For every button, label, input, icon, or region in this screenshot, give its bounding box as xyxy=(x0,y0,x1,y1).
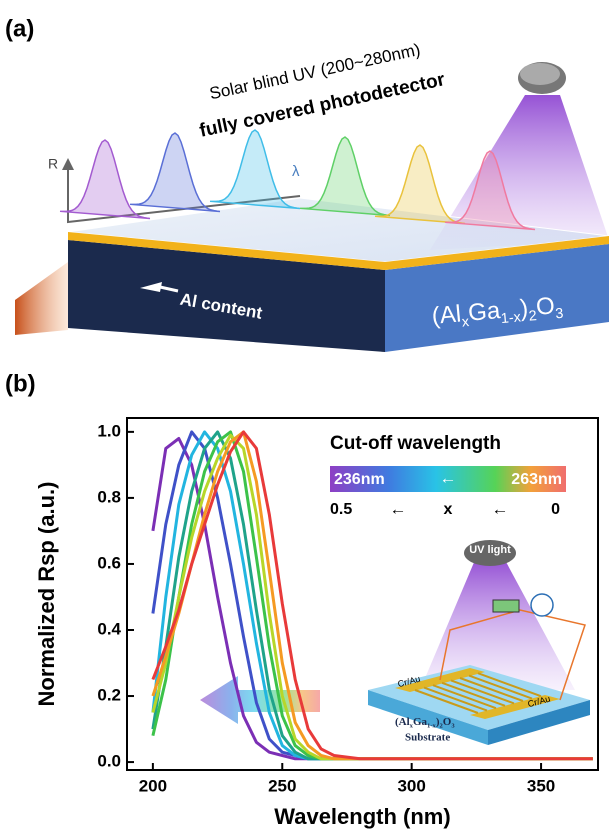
x-scale-arrow: ← xyxy=(390,499,407,518)
axis-label: R xyxy=(48,156,58,172)
meter xyxy=(531,594,553,616)
axis-label: λ xyxy=(292,163,300,180)
y-tick-label: 0.2 xyxy=(97,686,121,705)
subscript: 1-x xyxy=(500,309,522,327)
y-tick-label: 0.4 xyxy=(97,619,121,638)
x-scale-label: 0.5 xyxy=(330,501,352,518)
y-tick-label: 0.6 xyxy=(97,553,121,572)
formula-part: (Al xyxy=(431,301,463,330)
x-axis-label: Wavelength (nm) xyxy=(274,804,450,829)
x-tick-label: 350 xyxy=(527,776,555,795)
formula-part: Ga xyxy=(413,716,428,728)
x-tick-label: 200 xyxy=(139,776,167,795)
inset-formula: (AlxGa1-x)2O3 xyxy=(395,716,455,729)
formula-part: (Al xyxy=(395,716,410,728)
x-scale-arrow: ← xyxy=(492,499,509,518)
x-tick-label: 250 xyxy=(268,776,296,795)
illustration: (a) Solar blind UV (200~280nm) fully cov… xyxy=(5,15,609,352)
uv-beam xyxy=(420,560,575,690)
r-arrow xyxy=(62,158,74,170)
bell-curve xyxy=(60,140,150,219)
formula-part: Ga xyxy=(467,297,502,327)
inset-label: Substrate xyxy=(405,732,450,744)
colorbar-label: 263nm xyxy=(511,471,562,488)
y-tick-label: 0.8 xyxy=(97,487,121,506)
y-tick-label: 0.0 xyxy=(97,752,121,771)
colorbar-label: 236nm xyxy=(334,471,385,488)
panel-label: (b) xyxy=(5,370,36,397)
x-scale-label: x xyxy=(444,501,453,518)
legend-title: Cut-off wavelength xyxy=(330,433,501,454)
subscript: 3 xyxy=(555,306,564,323)
y-axis-label: Normalized Rsp (a.u.) xyxy=(34,482,59,707)
al-wedge xyxy=(15,262,68,335)
y-tick-label: 1.0 xyxy=(97,421,121,440)
panel-label: (a) xyxy=(5,15,34,42)
figure: (a) Solar blind UV (200~280nm) fully cov… xyxy=(0,0,609,836)
battery xyxy=(493,600,519,612)
bell-curve xyxy=(130,133,220,212)
chart: UV lightCr/AuCr/Au(AlxGa1-x)2O3Substrate… xyxy=(34,418,598,829)
detector-top xyxy=(520,63,560,85)
x-tick-label: 300 xyxy=(397,776,425,795)
inset-label: UV light xyxy=(469,544,511,556)
colorbar-arrow: ← xyxy=(440,468,457,487)
formula-part: O xyxy=(535,293,556,322)
x-scale-label: 0 xyxy=(551,501,560,518)
